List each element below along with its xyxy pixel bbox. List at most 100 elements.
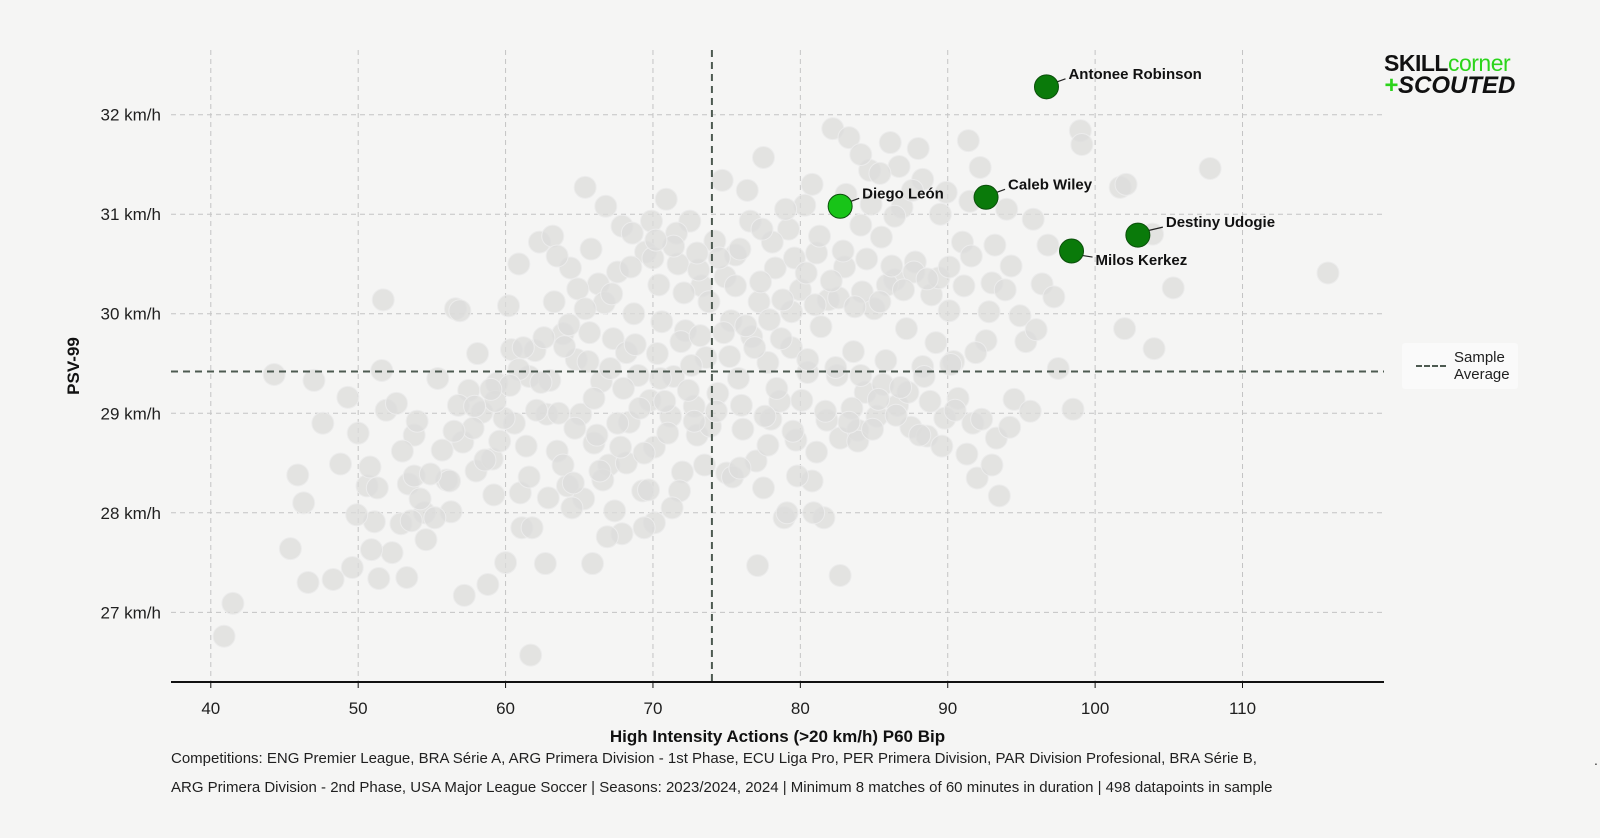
- sample-point: [751, 145, 775, 169]
- sample-point: [1113, 317, 1137, 341]
- y-tick-label: 29 km/h: [101, 404, 161, 423]
- sample-point: [488, 429, 512, 453]
- x-tick-label: 60: [496, 699, 515, 718]
- x-tick-label: 50: [349, 699, 368, 718]
- logo-scouted: SCOUTED: [1398, 72, 1516, 99]
- sample-point: [861, 417, 885, 441]
- sample-point: [837, 410, 861, 434]
- sample-point: [650, 310, 674, 334]
- sample-point: [623, 333, 647, 357]
- x-tick-label: 80: [791, 699, 810, 718]
- sample-point: [884, 403, 908, 427]
- sample-point: [796, 348, 820, 372]
- sample-point: [980, 453, 1004, 477]
- highlighted-points: Antonee Robinson Diego León Caleb Wiley Des…: [827, 66, 1275, 269]
- sample-point: [859, 192, 883, 216]
- sample-point: [585, 423, 609, 447]
- x-tick-label: 40: [201, 699, 220, 718]
- sample-point: [476, 572, 500, 596]
- sample-point: [679, 354, 703, 378]
- sample-point: [573, 175, 597, 199]
- sample-point: [669, 330, 693, 354]
- sample-point: [751, 476, 775, 500]
- sample-point: [648, 366, 672, 390]
- sample-point: [1002, 387, 1026, 411]
- sample-point: [399, 509, 423, 533]
- sample-point: [632, 441, 656, 465]
- sample-point: [693, 453, 717, 477]
- sample-point: [286, 463, 310, 487]
- sample-point: [561, 471, 585, 495]
- sample-point: [498, 373, 522, 397]
- sample-point: [336, 385, 360, 409]
- sample-point: [1046, 356, 1070, 380]
- sample-point: [644, 228, 668, 252]
- sample-point: [970, 407, 994, 431]
- sample-point: [517, 465, 541, 489]
- sample-point: [843, 295, 867, 319]
- x-tick-label: 100: [1081, 699, 1109, 718]
- sample-point: [576, 350, 600, 374]
- sample-point: [594, 194, 618, 218]
- x-tick-label: 110: [1229, 699, 1256, 718]
- sample-average-lines: [171, 50, 1384, 682]
- sample-point: [581, 552, 605, 576]
- sample-point: [750, 217, 774, 241]
- sample-point: [598, 356, 622, 380]
- sample-point: [497, 294, 521, 318]
- sample-point: [775, 501, 799, 525]
- sample-point: [519, 643, 543, 667]
- sample-point: [849, 143, 873, 167]
- sample-point: [912, 364, 936, 388]
- sample-point: [212, 624, 236, 648]
- sample-point: [494, 551, 518, 575]
- sample-point: [656, 421, 680, 445]
- sample-point: [221, 591, 245, 615]
- sample-point: [824, 355, 848, 379]
- highlighted-point: [973, 184, 999, 210]
- sample-point: [894, 317, 918, 341]
- sample-point: [918, 389, 942, 413]
- sample-point: [321, 567, 345, 591]
- sample-point: [928, 202, 952, 226]
- sample-point: [874, 349, 898, 373]
- caption-line-1: Competitions: ENG Premier League, BRA Sé…: [171, 750, 1257, 767]
- sample-point: [533, 552, 557, 576]
- sample-point: [579, 237, 603, 261]
- sample-point: [793, 193, 817, 217]
- sample-point: [819, 269, 843, 293]
- sample-point: [511, 336, 535, 360]
- sample-point: [813, 399, 837, 423]
- sample-point: [514, 434, 538, 458]
- sample-point: [995, 197, 1019, 221]
- sample-point: [328, 452, 352, 476]
- sample-point: [262, 362, 286, 386]
- sample-point: [541, 224, 565, 248]
- sample-point: [542, 290, 566, 314]
- sample-point: [414, 528, 438, 552]
- sample-point: [611, 376, 635, 400]
- sample-point: [1198, 156, 1222, 180]
- sample-point: [1018, 399, 1042, 423]
- sample-point: [1024, 318, 1048, 342]
- sample-point: [1036, 233, 1060, 257]
- sample-point: [1021, 207, 1045, 231]
- sample-point: [707, 246, 731, 270]
- sample-point: [800, 172, 824, 196]
- sample-point: [1161, 276, 1185, 300]
- sample-point: [728, 456, 752, 480]
- sample-point: [831, 239, 855, 263]
- sample-point: [892, 278, 916, 302]
- sample-point: [955, 442, 979, 466]
- sample-point: [718, 345, 742, 369]
- sample-point: [924, 331, 948, 355]
- sample-point: [371, 288, 395, 312]
- sample-point: [900, 178, 924, 202]
- sample-point: [1008, 304, 1032, 328]
- sample-point: [937, 255, 961, 279]
- sample-point: [868, 161, 892, 185]
- sample-point: [385, 391, 409, 415]
- sample-point: [553, 335, 577, 359]
- sample-point: [345, 503, 369, 527]
